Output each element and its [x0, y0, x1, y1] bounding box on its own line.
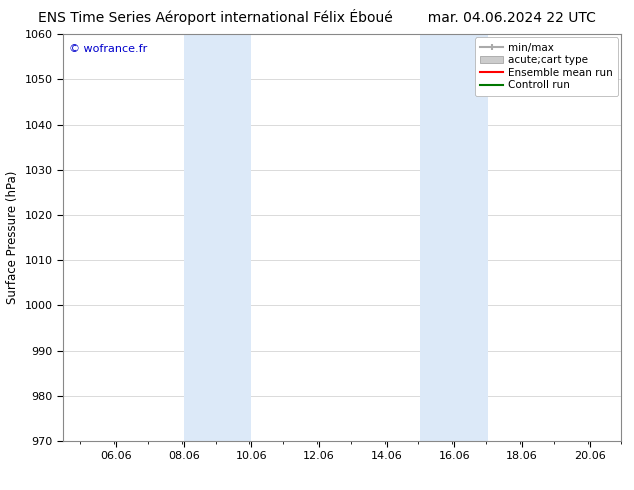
Legend: min/max, acute;cart type, Ensemble mean run, Controll run: min/max, acute;cart type, Ensemble mean …: [475, 37, 618, 96]
Text: ENS Time Series Aéroport international Félix Éboué        mar. 04.06.2024 22 UTC: ENS Time Series Aéroport international F…: [38, 9, 596, 25]
Bar: [420, 34, 488, 441]
Y-axis label: Surface Pressure (hPa): Surface Pressure (hPa): [6, 171, 19, 304]
Bar: [184, 34, 252, 441]
Text: © wofrance.fr: © wofrance.fr: [69, 45, 147, 54]
